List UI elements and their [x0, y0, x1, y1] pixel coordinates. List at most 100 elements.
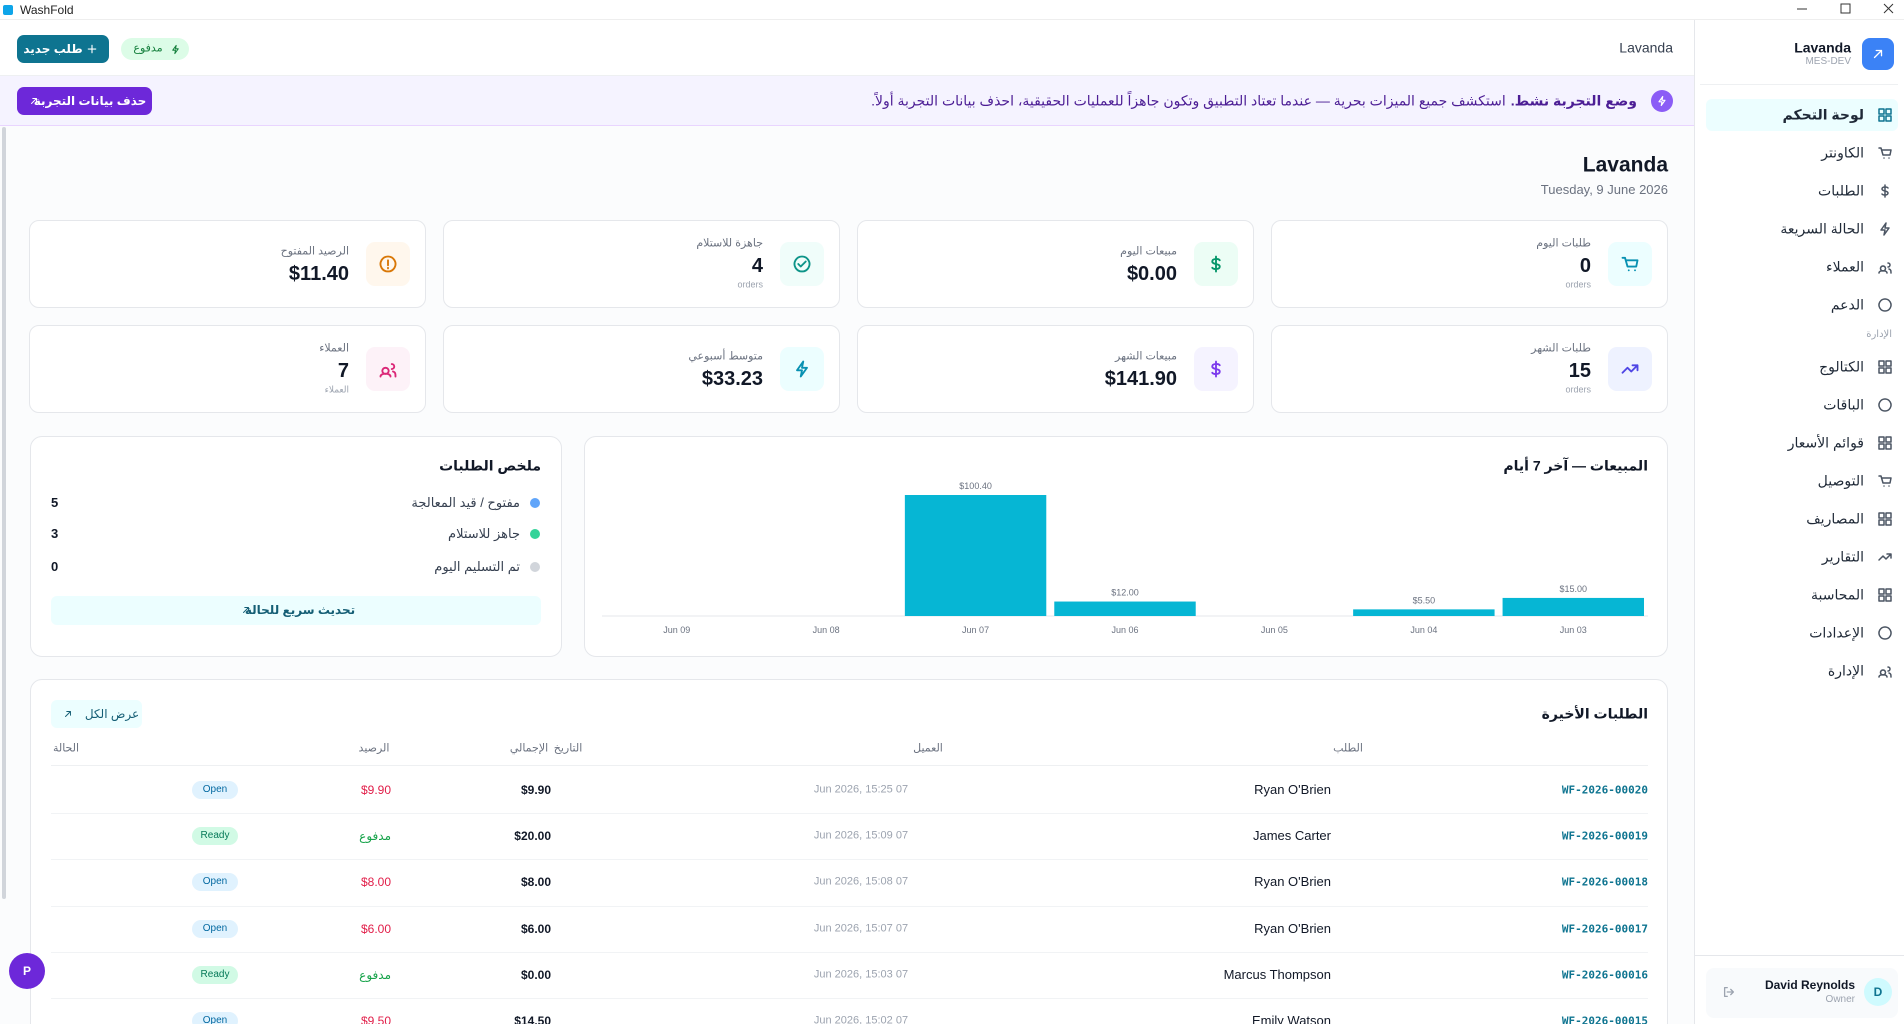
icon — [793, 255, 811, 273]
order-date: 07 Jun 2026, 15:25 — [813, 783, 909, 796]
stat-label: طلبات اليوم — [1536, 237, 1591, 250]
icon — [1880, 222, 1890, 236]
view-all-label[interactable]: عرض الكل — [84, 706, 140, 721]
stat-value: $0.00 — [1126, 263, 1177, 285]
icon — [1621, 256, 1639, 272]
stat-card — [1271, 220, 1668, 308]
nav-item[interactable]: الدعم — [1830, 296, 1864, 313]
icon — [243, 607, 249, 613]
view-all-button[interactable] — [51, 700, 142, 728]
order-total: $20.00 — [514, 828, 551, 843]
icon — [65, 711, 71, 717]
order-total: $9.90 — [520, 782, 551, 797]
nav-item[interactable]: التوصيل — [1817, 472, 1864, 489]
icon — [1878, 512, 1892, 526]
clear-demo-label[interactable]: حذف بيانات التجربة — [33, 93, 147, 108]
order-id[interactable]: WF-2026-00018 — [1561, 875, 1648, 889]
floating-button-label[interactable]: P — [22, 963, 32, 978]
bar-value-label: $12.00 — [1111, 588, 1139, 598]
stat-value: $11.40 — [288, 263, 349, 285]
order-date: 07 Jun 2026, 15:08 — [813, 875, 909, 888]
customer: Marcus Thompson — [1223, 967, 1331, 982]
x-tick-label: Jun 03 — [1560, 625, 1587, 635]
x-tick-label: Jun 04 — [1410, 625, 1437, 635]
column-header: التاريخ — [553, 742, 583, 755]
customer: Ryan O'Brien — [1254, 782, 1331, 798]
nav-item[interactable]: الباقات — [1823, 396, 1864, 413]
order-id[interactable]: WF-2026-00016 — [1561, 968, 1648, 982]
quick-status-label[interactable]: تحديث سريع للحالة — [244, 602, 356, 617]
nav-item[interactable]: الإدارة — [1827, 662, 1864, 679]
stat-icon-box — [1608, 242, 1652, 286]
icon — [1878, 360, 1892, 374]
icon — [796, 360, 808, 378]
nav-item[interactable]: الكتالوج — [1819, 358, 1864, 375]
new-order-label[interactable]: طلب جديد — [23, 41, 83, 56]
nav-item[interactable]: لوحة التحكم — [1782, 106, 1864, 123]
sales-chart: $15.00 Jun 03 $5.50 Jun 04 Jun 05 $12.00 Jun 0… — [602, 481, 1648, 635]
maximize[interactable] — [1840, 3, 1851, 14]
order-balance: مدفوع — [359, 828, 391, 843]
page-date: Tuesday, 9 June 2026 — [1540, 182, 1668, 198]
icon — [1658, 95, 1666, 107]
icon[interactable] — [1722, 985, 1736, 999]
page-title: Lavanda — [1582, 153, 1668, 177]
stat-card — [857, 325, 1254, 413]
icon — [1878, 626, 1892, 640]
column-header: الطلب — [1333, 742, 1363, 755]
nav-item[interactable]: المصاريف — [1806, 510, 1864, 527]
stat-unit: العملاء — [324, 384, 349, 395]
order-balance: $8.00 — [360, 875, 391, 890]
nav-item[interactable]: الحالة السريعة — [1780, 220, 1864, 237]
customer: Ryan O'Brien — [1254, 874, 1331, 890]
x-tick-label: Jun 08 — [813, 625, 840, 635]
banner-strong: وضع التجربة نشط. — [1510, 92, 1637, 109]
order-date: 07 Jun 2026, 15:07 — [813, 922, 909, 934]
x-tick-label: Jun 09 — [663, 625, 690, 635]
nav-item[interactable]: الإعدادات — [1809, 624, 1864, 641]
x-tick-label: Jun 07 — [962, 625, 989, 635]
summary-count: 3 — [51, 526, 59, 542]
order-id[interactable]: WF-2026-00015 — [1561, 1014, 1648, 1024]
status-label: Open — [202, 876, 228, 888]
order-balance: $9.90 — [360, 782, 391, 797]
recent-title: الطلبات الأخيرة — [1541, 705, 1648, 722]
status-label: Ready — [200, 968, 230, 980]
nav-item[interactable]: الكاونتر — [1821, 144, 1864, 161]
icon — [1878, 553, 1892, 561]
order-date: 07 Jun 2026, 15:09 — [813, 829, 909, 842]
order-id[interactable]: WF-2026-00020 — [1561, 783, 1648, 797]
order-date: 07 Jun 2026, 15:03 — [813, 968, 909, 981]
bar — [1054, 601, 1196, 616]
stat-label: مبيعات الشهر — [1115, 350, 1177, 363]
icon — [1878, 398, 1892, 412]
status-dot — [530, 498, 540, 508]
order-id[interactable]: WF-2026-00017 — [1561, 922, 1648, 935]
stat-value: 15 — [1568, 360, 1591, 382]
order-date: 07 Jun 2026, 15:02 — [813, 1014, 909, 1024]
sidebar-divider — [1700, 84, 1898, 85]
user-initial: D — [1873, 984, 1883, 999]
close[interactable] — [1883, 3, 1894, 14]
nav-item[interactable]: التقارير — [1821, 548, 1864, 565]
nav-item[interactable]: الطلبات — [1818, 182, 1864, 199]
paid-badge-label: مدفوع — [133, 42, 163, 55]
stat-card — [443, 220, 840, 308]
nav-item[interactable]: العملاء — [1826, 258, 1864, 275]
x-tick-label: Jun 06 — [1111, 625, 1138, 635]
status-label: Open — [202, 784, 228, 795]
nav-item[interactable]: قوائم الأسعار — [1787, 434, 1864, 451]
quick-status-button[interactable] — [51, 596, 541, 625]
stat-card — [1271, 325, 1668, 413]
nav-item[interactable]: المحاسبة — [1810, 586, 1864, 603]
order-id[interactable]: WF-2026-00019 — [1561, 829, 1648, 843]
banner-text: استكشف جميع الميزات بحرية — عندما تعتاد … — [871, 92, 1506, 109]
header-rule — [51, 765, 1648, 766]
status-badge — [192, 1012, 238, 1024]
banner-icon — [1651, 90, 1673, 112]
clear-demo-button[interactable] — [17, 87, 152, 115]
stat-value: 0 — [1579, 255, 1591, 277]
bar — [1353, 609, 1495, 616]
floating-button[interactable] — [9, 953, 45, 989]
user-avatar — [1864, 978, 1892, 1006]
